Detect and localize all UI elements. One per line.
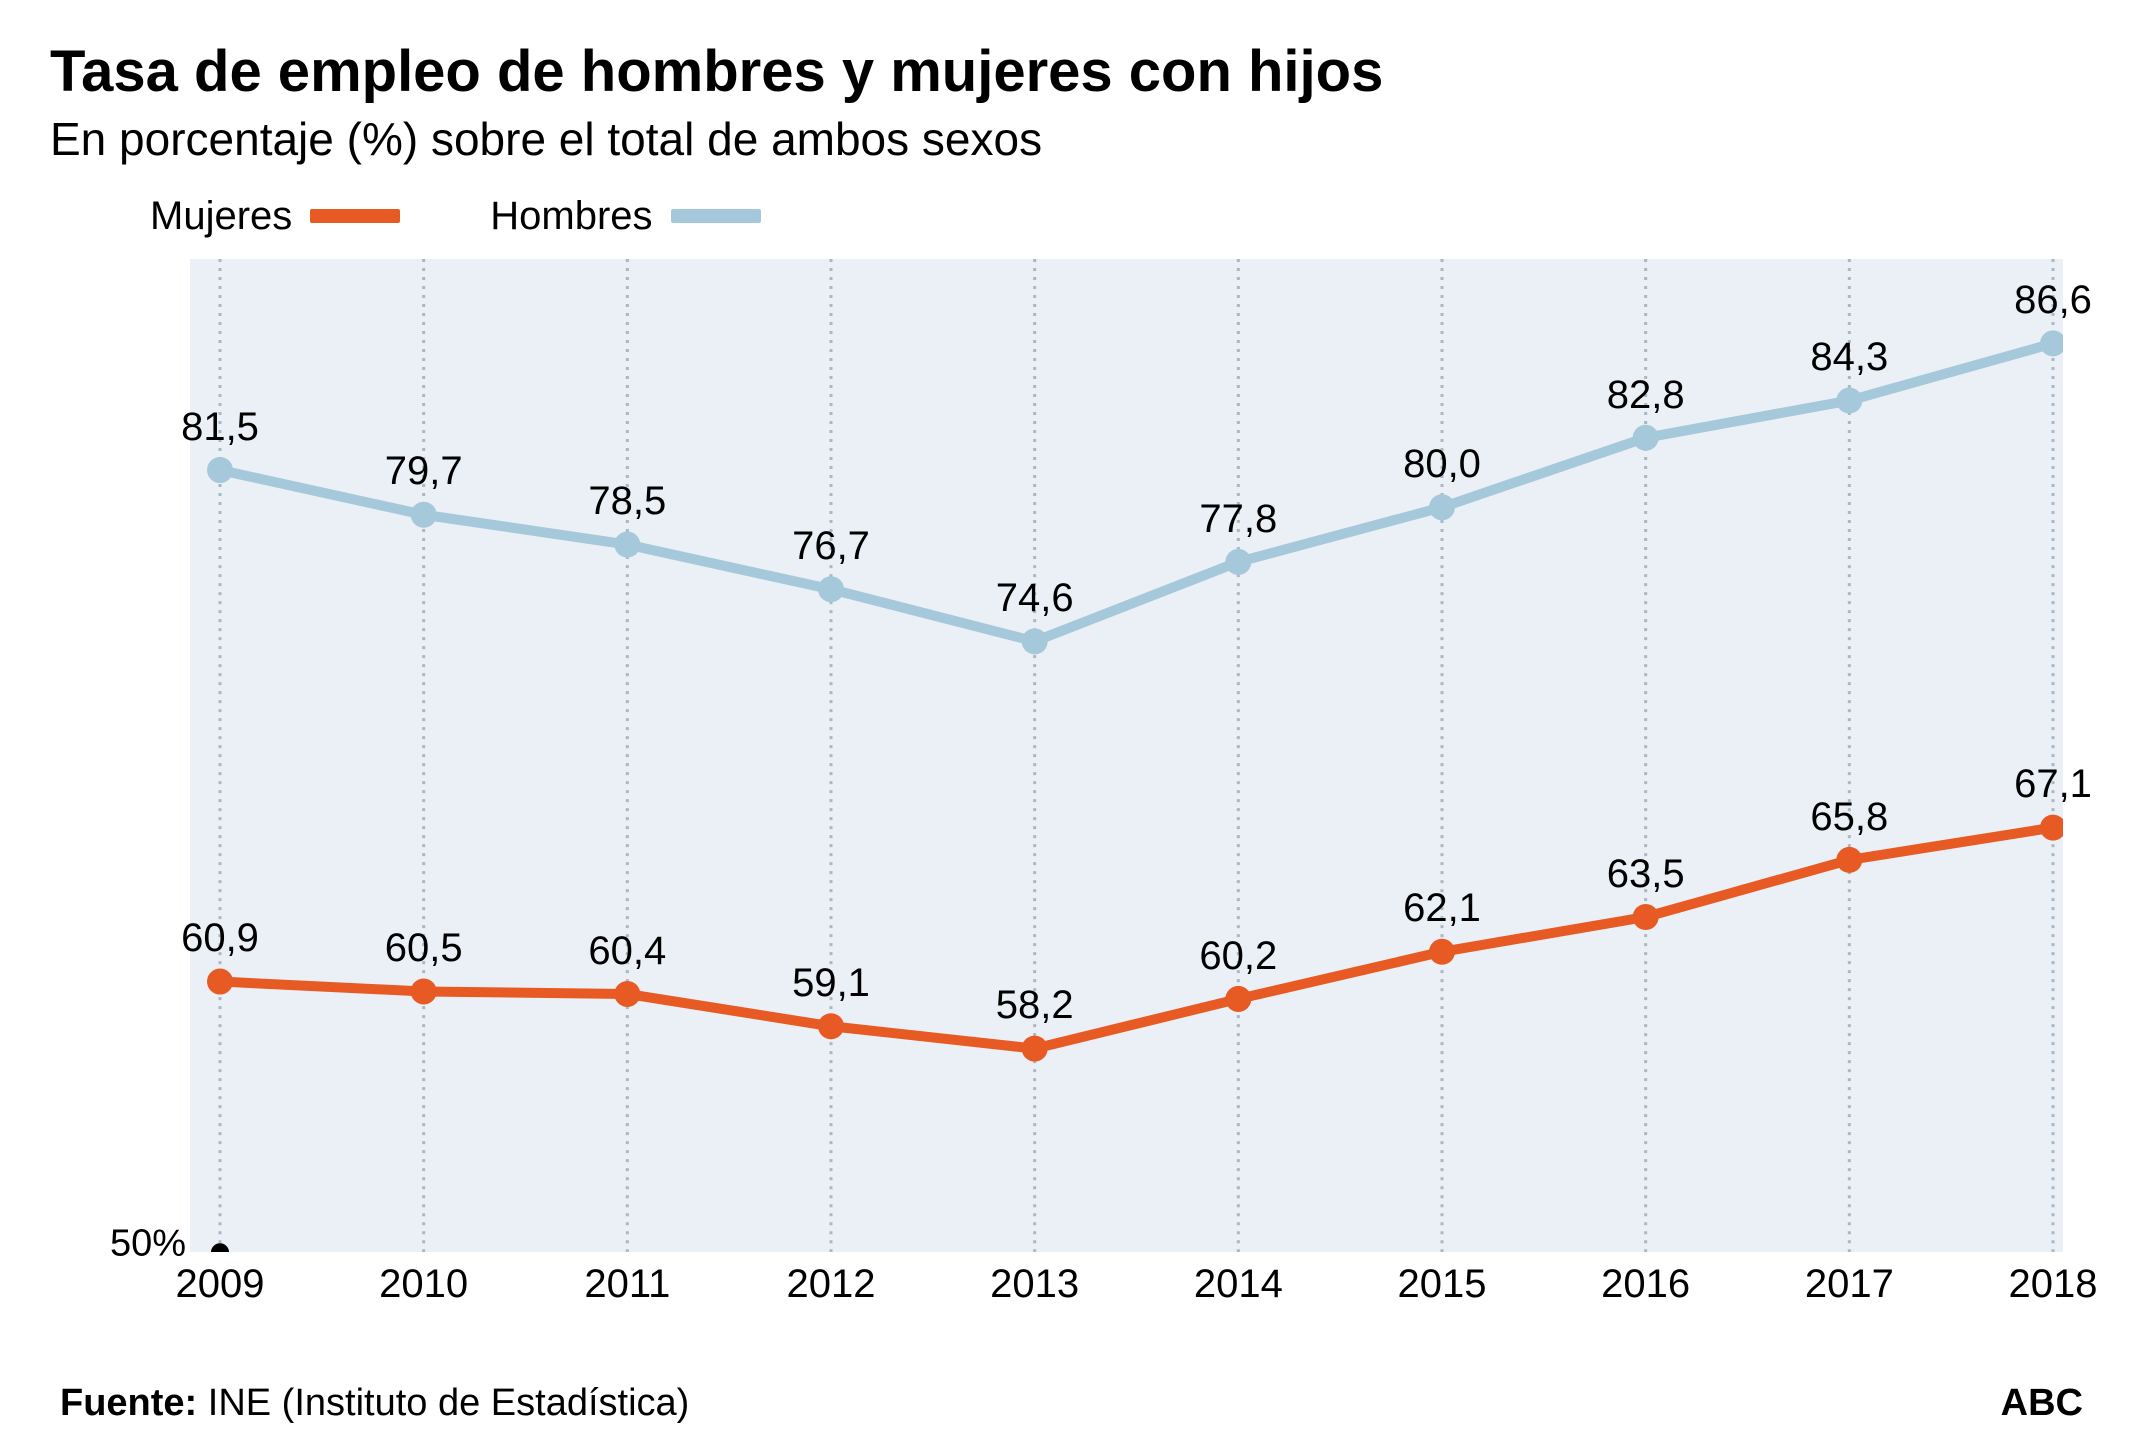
legend: Mujeres Hombres bbox=[150, 194, 2103, 239]
x-axis-label: 2010 bbox=[379, 1262, 468, 1307]
data-point-label: 80,0 bbox=[1403, 442, 1481, 487]
data-point-label: 79,7 bbox=[385, 449, 463, 494]
legend-label-mujeres: Mujeres bbox=[150, 194, 292, 239]
plot-area bbox=[190, 259, 2063, 1252]
data-point-label: 82,8 bbox=[1607, 373, 1685, 418]
x-axis-label: 2012 bbox=[787, 1262, 876, 1307]
data-point-label: 60,5 bbox=[385, 926, 463, 971]
chart-subtitle: En porcentaje (%) sobre el total de ambo… bbox=[50, 112, 2103, 166]
data-point-label: 62,1 bbox=[1403, 886, 1481, 931]
source: Fuente: INE (Instituto de Estadística) bbox=[60, 1382, 689, 1425]
x-axis-label: 2014 bbox=[1194, 1262, 1283, 1307]
plot-svg bbox=[190, 259, 2063, 1252]
data-point-label: 60,9 bbox=[181, 916, 259, 961]
legend-item-mujeres: Mujeres bbox=[150, 194, 400, 239]
data-point-label: 81,5 bbox=[181, 405, 259, 450]
data-point-label: 60,4 bbox=[588, 929, 666, 974]
footer: Fuente: INE (Instituto de Estadística) A… bbox=[50, 1382, 2103, 1425]
source-text: INE (Instituto de Estadística) bbox=[208, 1382, 690, 1424]
data-point-label: 59,1 bbox=[792, 961, 870, 1006]
data-point-label: 67,1 bbox=[2014, 762, 2092, 807]
x-axis-label: 2015 bbox=[1398, 1262, 1487, 1307]
data-point-label: 60,2 bbox=[1199, 934, 1277, 979]
x-axis-label: 2011 bbox=[584, 1262, 670, 1307]
legend-swatch-hombres bbox=[671, 209, 761, 223]
legend-item-hombres: Hombres bbox=[490, 194, 760, 239]
data-point-label: 65,8 bbox=[1810, 795, 1888, 840]
x-axis-labels: 2009201020112012201320142015201620172018 bbox=[190, 1262, 2063, 1322]
x-axis-label: 2013 bbox=[990, 1262, 1079, 1307]
data-point-label: 78,5 bbox=[588, 479, 666, 524]
brand: ABC bbox=[2001, 1382, 2083, 1425]
data-point-label: 76,7 bbox=[792, 524, 870, 569]
x-axis-label: 2018 bbox=[2009, 1262, 2098, 1307]
data-point-label: 58,2 bbox=[996, 983, 1074, 1028]
x-axis-label: 2009 bbox=[176, 1262, 265, 1307]
data-point-label: 77,8 bbox=[1199, 497, 1277, 542]
data-point-label: 86,6 bbox=[2014, 278, 2092, 323]
source-label: Fuente: bbox=[60, 1382, 197, 1424]
chart-container: Tasa de empleo de hombres y mujeres con … bbox=[0, 0, 2153, 1455]
x-axis-label: 2017 bbox=[1805, 1262, 1894, 1307]
data-point-label: 63,5 bbox=[1607, 852, 1685, 897]
legend-label-hombres: Hombres bbox=[490, 194, 652, 239]
legend-swatch-mujeres bbox=[310, 209, 400, 223]
data-point-label: 84,3 bbox=[1810, 335, 1888, 380]
chart-title: Tasa de empleo de hombres y mujeres con … bbox=[50, 40, 2103, 104]
x-axis-label: 2016 bbox=[1601, 1262, 1690, 1307]
chart-area: 2009201020112012201320142015201620172018… bbox=[90, 259, 2063, 1352]
y-baseline-label: 50% bbox=[110, 1222, 186, 1265]
data-point-label: 74,6 bbox=[996, 576, 1074, 621]
